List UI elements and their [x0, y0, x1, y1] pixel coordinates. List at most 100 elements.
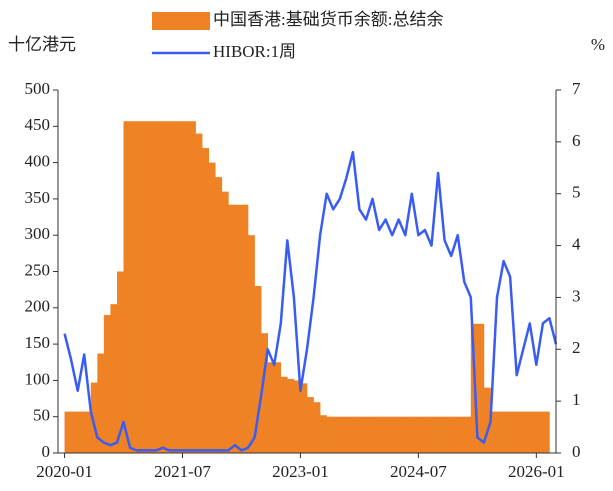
y-tick-label: 200 [25, 297, 51, 316]
bar [221, 191, 229, 453]
bar [516, 411, 524, 453]
bar [241, 204, 249, 453]
y2-tick-label: 7 [572, 79, 581, 98]
bar [287, 378, 295, 453]
bar [372, 416, 380, 453]
bar [116, 271, 124, 453]
line [63, 150, 558, 452]
x-tick-label: 2021-07 [154, 462, 211, 481]
bar [359, 416, 367, 453]
bar [71, 411, 78, 453]
bar [208, 162, 216, 453]
bar [293, 380, 301, 453]
y-tick-label: 300 [25, 224, 51, 243]
bar [352, 416, 360, 453]
bar [228, 204, 236, 453]
bar [313, 402, 321, 453]
y2-tick-label: 6 [572, 131, 581, 150]
bar [385, 416, 393, 453]
bar [143, 121, 151, 453]
bar [103, 315, 111, 453]
bar [510, 411, 517, 453]
y2-tick-label: 2 [572, 338, 581, 357]
bar [248, 235, 255, 453]
bar [497, 411, 504, 453]
bar [280, 376, 288, 453]
bar [195, 133, 203, 453]
bar [457, 416, 465, 453]
y2-tick-label: 1 [572, 390, 581, 409]
y2-tick-label: 4 [572, 234, 581, 253]
bar [490, 411, 498, 453]
bar [149, 121, 157, 453]
bar [267, 362, 275, 453]
bar [261, 333, 268, 453]
bar [307, 397, 314, 453]
bar [215, 177, 223, 453]
bar [175, 121, 183, 453]
y-tick-label: 0 [42, 442, 51, 461]
bar [77, 411, 85, 453]
bar [438, 416, 445, 453]
y-tick-label: 250 [25, 260, 51, 279]
bar [234, 204, 242, 453]
legend-swatch [152, 12, 210, 30]
bar [64, 411, 72, 453]
bar [333, 416, 341, 453]
bar [503, 411, 511, 453]
y-tick-label: 100 [25, 369, 51, 388]
bar [536, 411, 544, 453]
bar [339, 416, 347, 453]
bar [411, 416, 419, 453]
bar [254, 286, 262, 453]
y2-tick-label: 5 [572, 183, 581, 202]
bar [477, 323, 485, 453]
bar [405, 416, 413, 453]
bar [182, 121, 190, 453]
y-tick-label: 450 [25, 115, 51, 134]
bar [90, 382, 98, 453]
bar [365, 416, 373, 453]
x-tick-label: 2024-07 [390, 462, 447, 481]
bar [418, 416, 426, 453]
bar [202, 148, 210, 453]
bar [464, 416, 472, 453]
y-tick-label: 50 [33, 406, 50, 425]
bar [156, 121, 164, 453]
bar [320, 415, 327, 453]
y2-tick-label: 3 [572, 286, 581, 305]
bar [483, 387, 491, 453]
y-tick-label: 400 [25, 152, 51, 171]
y-tick-label: 500 [25, 79, 51, 98]
y-tick-label: 350 [25, 188, 51, 207]
bar [162, 121, 170, 453]
bar [542, 411, 550, 453]
bar [431, 416, 439, 453]
bar [398, 416, 406, 453]
bar [169, 121, 177, 453]
bar [392, 416, 400, 453]
bar [346, 416, 354, 453]
legend-label: 中国香港:基础货币余额:总结余 [213, 10, 443, 29]
bar [523, 411, 531, 453]
bar [326, 416, 334, 453]
bar [444, 416, 452, 453]
bar [451, 416, 459, 453]
bar [300, 383, 308, 453]
bar [136, 121, 144, 453]
bar [84, 411, 92, 453]
bar [189, 121, 196, 453]
bar [529, 411, 537, 453]
bar [274, 362, 282, 453]
x-tick-label: 2020-01 [36, 462, 93, 481]
y2-tick-label: 0 [572, 442, 581, 461]
y2-axis-label: % [591, 35, 605, 54]
y-axis-label: 十亿港元 [8, 35, 76, 54]
bar [110, 304, 118, 453]
bar [379, 416, 386, 453]
x-tick-label: 2023-01 [272, 462, 329, 481]
legend-label: HIBOR:1周 [213, 42, 296, 61]
bar [424, 416, 432, 453]
